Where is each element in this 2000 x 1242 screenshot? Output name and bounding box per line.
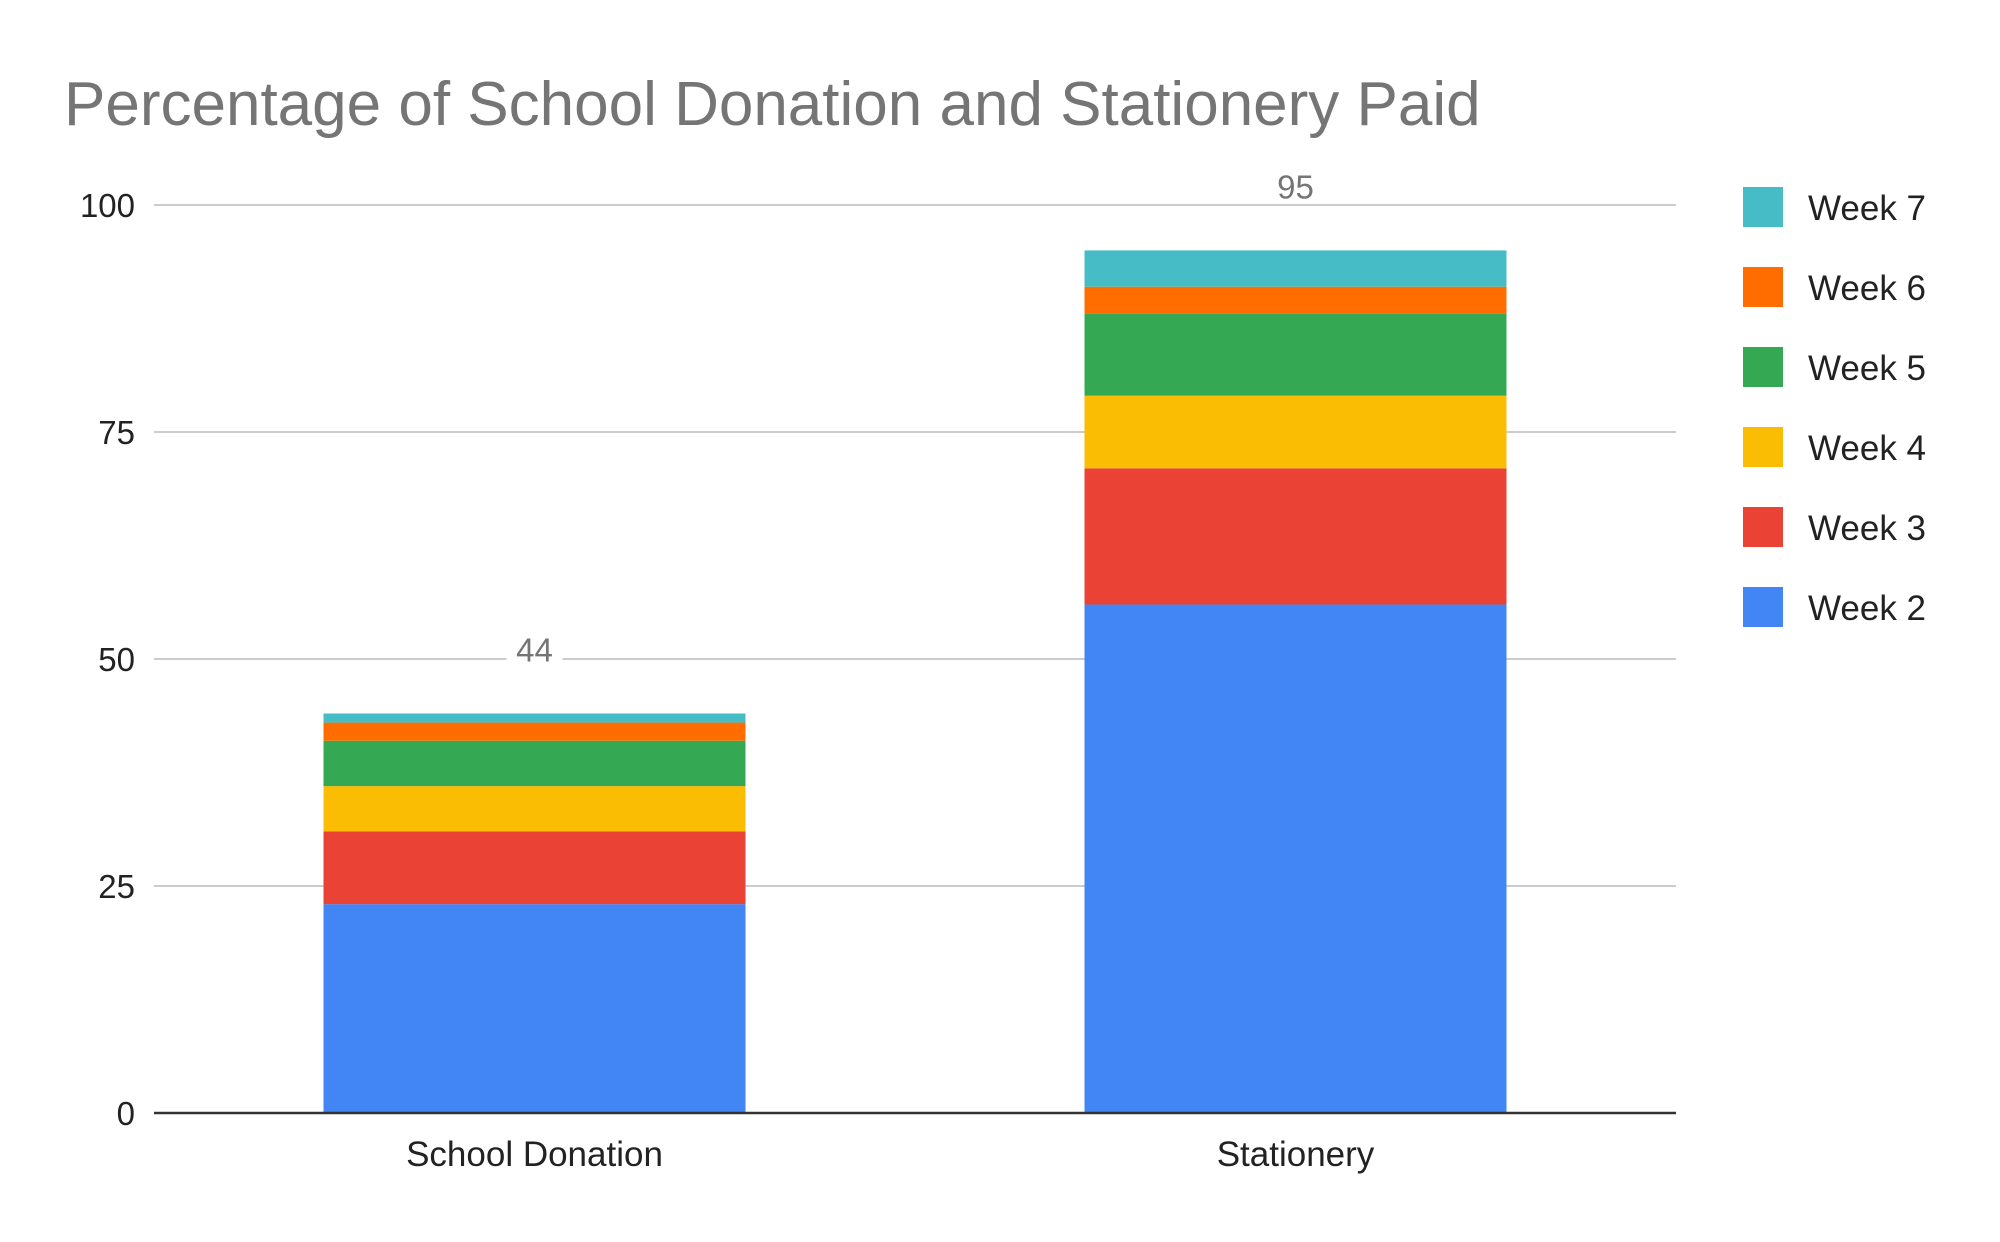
legend-label: Week 5: [1808, 349, 1926, 388]
y-tick-label: 50: [98, 641, 135, 678]
bar-segment-week-5: [323, 740, 746, 787]
bar-segment-week-4: [323, 786, 746, 832]
legend-swatch: [1743, 427, 1783, 467]
legend-swatch: [1743, 347, 1783, 387]
legend-label: Week 3: [1808, 509, 1926, 548]
bar-segment-week-2: [323, 904, 746, 1113]
chart-title: Percentage of School Donation and Statio…: [64, 70, 1481, 139]
bar-segment-week-7: [1084, 250, 1507, 287]
bar-segment-week-5: [1084, 313, 1507, 396]
total-label: 44: [516, 631, 553, 668]
legend-label: Week 4: [1808, 429, 1926, 468]
bar-segment-week-7: [323, 713, 746, 723]
legend: Week 7 Week 6 Week 5 Week 4 Week 3 Week 2: [1743, 187, 1926, 628]
bar-segment-week-3: [323, 831, 746, 905]
legend-label: Week 6: [1808, 269, 1926, 308]
legend-label: Week 7: [1808, 189, 1926, 228]
y-tick-label: 25: [98, 868, 135, 905]
legend-swatch: [1743, 267, 1783, 307]
x-axis-labels: School Donation Stationery: [406, 1135, 1375, 1174]
y-tick-label: 75: [98, 414, 135, 451]
total-labels: 44 95: [506, 168, 1324, 668]
x-tick-label: School Donation: [406, 1135, 663, 1174]
y-tick-label: 0: [117, 1095, 135, 1132]
y-tick-label: 100: [80, 187, 135, 224]
total-label-bg: [506, 635, 563, 666]
bar-segment-week-4: [1084, 395, 1507, 469]
total-label: 95: [1277, 168, 1314, 205]
bars: [323, 250, 1507, 1113]
legend-swatch: [1743, 507, 1783, 547]
bar-segment-week-6: [1084, 286, 1507, 314]
bar-segment-week-2: [1084, 604, 1507, 1113]
y-axis-ticks: 0 25 50 75 100: [80, 187, 135, 1132]
legend-label: Week 2: [1808, 589, 1926, 628]
legend-swatch: [1743, 587, 1783, 627]
bar-segment-week-3: [1084, 468, 1507, 605]
legend-swatch: [1743, 187, 1783, 227]
total-label-bg: [1267, 172, 1324, 203]
bar-segment-week-6: [323, 722, 746, 741]
x-tick-label: Stationery: [1217, 1135, 1375, 1174]
